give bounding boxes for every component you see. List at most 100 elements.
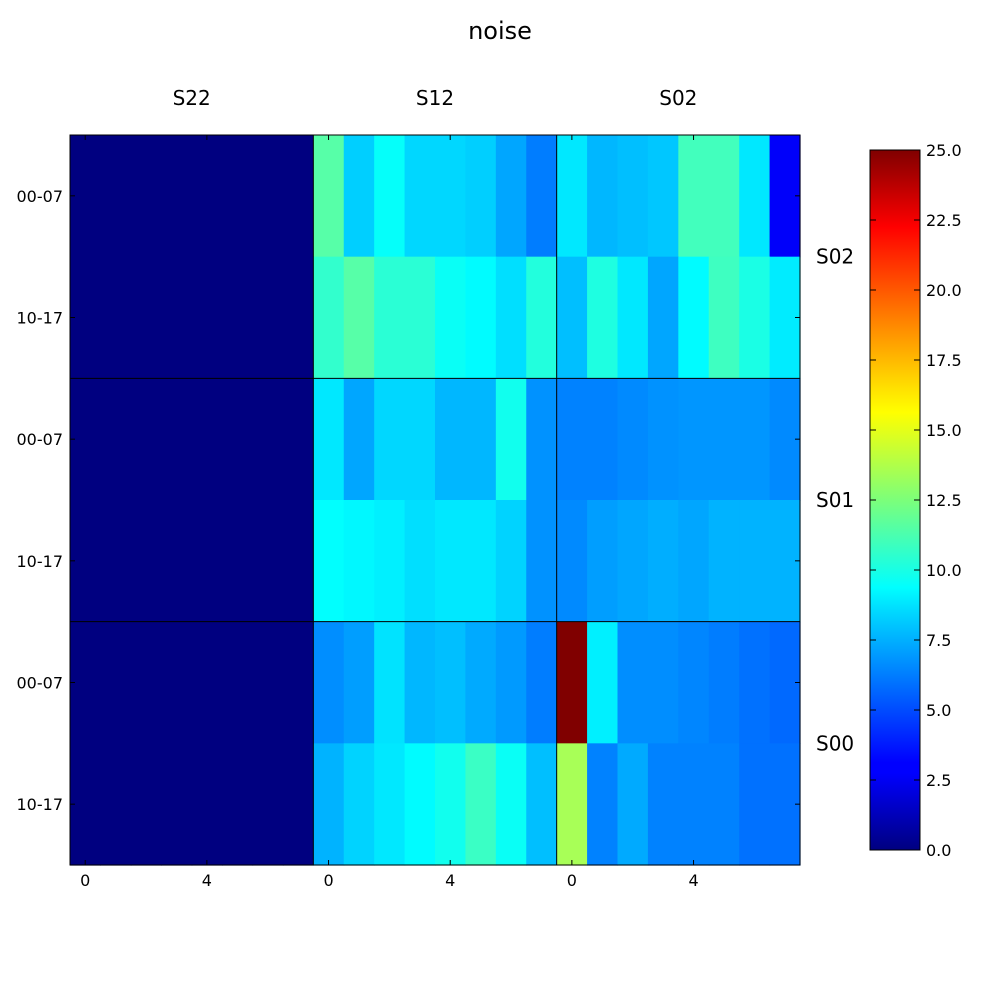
heatmap-cell — [587, 621, 619, 744]
heatmap-cell — [739, 378, 771, 501]
heatmap-cell — [435, 135, 467, 258]
heatmap-cell — [495, 500, 527, 623]
heatmap-cell — [556, 621, 588, 744]
heatmap-cell — [70, 135, 102, 258]
x-tick-label: 0 — [567, 871, 577, 890]
heatmap-cell — [495, 743, 527, 866]
heatmap-cell — [222, 500, 254, 623]
heatmap-cell — [739, 621, 771, 744]
heatmap-cell — [100, 378, 132, 501]
heatmap-cell — [343, 378, 375, 501]
heatmap-cell — [556, 743, 588, 866]
row-group-labels: S02 S01 S00 — [816, 245, 854, 756]
heatmap-cell — [647, 500, 679, 623]
heatmap-cell — [100, 256, 132, 379]
heatmap-cell — [130, 135, 162, 258]
colorbar-tick-label: 10.0 — [926, 561, 962, 580]
colorbar-tick-label: 25.0 — [926, 141, 962, 160]
heatmap-cell — [404, 621, 436, 744]
x-tick-label: 4 — [445, 871, 455, 890]
x-axis-ticks: 0 4 0 4 0 4 — [80, 135, 699, 890]
heatmap-cell — [647, 135, 679, 258]
heatmap-cell — [526, 621, 558, 744]
row-group-label: S00 — [816, 731, 854, 755]
group-divider-lines — [70, 135, 800, 865]
heatmap-cell — [587, 743, 619, 866]
heatmap-cell — [708, 500, 740, 623]
heatmap-cell — [617, 500, 649, 623]
column-group-label: S02 — [659, 86, 697, 110]
heatmap-cell — [161, 135, 193, 258]
heatmap-cell — [191, 500, 223, 623]
heatmap-cell — [587, 378, 619, 501]
heatmap-cell — [313, 135, 345, 258]
column-group-label: S22 — [173, 86, 211, 110]
heatmap-cell — [465, 378, 497, 501]
heatmap-cell — [678, 621, 710, 744]
colorbar-gradient — [869, 149, 921, 851]
heatmap-cell — [678, 500, 710, 623]
heatmap-cell — [252, 500, 284, 623]
heatmap-cell — [435, 378, 467, 501]
heatmap-cell — [252, 256, 284, 379]
heatmap-cell — [435, 621, 467, 744]
heatmap-cell — [404, 743, 436, 866]
heatmap-cell — [130, 256, 162, 379]
y-tick-label: 10-17 — [17, 309, 64, 328]
heatmap-cell — [708, 378, 740, 501]
heatmap-cell — [313, 621, 345, 744]
heatmap-cell — [647, 743, 679, 866]
heatmap-cell — [343, 256, 375, 379]
heatmap-cell — [556, 256, 588, 379]
x-tick-label: 4 — [688, 871, 698, 890]
heatmap-cell — [526, 378, 558, 501]
heatmap-cell — [282, 743, 314, 866]
y-tick-label: 00-07 — [17, 674, 64, 693]
heatmap-cell — [100, 500, 132, 623]
heatmap-cell — [374, 621, 406, 744]
heatmap-cell — [191, 743, 223, 866]
x-tick-label: 4 — [202, 871, 212, 890]
colorbar-tick-label: 0.0 — [926, 841, 951, 860]
heatmap-cell — [70, 743, 102, 866]
heatmap-cell — [465, 621, 497, 744]
heatmap-cell — [465, 743, 497, 866]
heatmap-cell — [252, 378, 284, 501]
colorbar-ticks: 0.0 2.5 5.0 7.5 10.0 12.5 15.0 17.5 20.0 22.5 25.0 — [870, 141, 962, 860]
heatmap-cell — [313, 500, 345, 623]
heatmap-cell — [526, 135, 558, 258]
heatmap-cell — [617, 378, 649, 501]
chart-title: noise — [468, 17, 532, 45]
y-tick-label: 10-17 — [17, 552, 64, 571]
heatmap-cell — [70, 500, 102, 623]
heatmap-cell — [587, 135, 619, 258]
heatmap-cell — [404, 256, 436, 379]
heatmap-cell — [617, 256, 649, 379]
heatmap-cell — [526, 500, 558, 623]
heatmap-cell — [161, 378, 193, 501]
heatmap-cell — [313, 378, 345, 501]
heatmap-cell — [587, 256, 619, 379]
heatmap-cell — [617, 135, 649, 258]
heatmap-cell — [465, 135, 497, 258]
heatmap-cell — [678, 743, 710, 866]
heatmap-cell — [222, 135, 254, 258]
heatmap-cell — [374, 256, 406, 379]
x-tick-label: 0 — [80, 871, 90, 890]
heatmap-cell — [435, 500, 467, 623]
heatmap-cell — [374, 743, 406, 866]
heatmap-cell — [708, 743, 740, 866]
heatmap-cell — [252, 743, 284, 866]
heatmap-cell — [526, 256, 558, 379]
row-group-label: S01 — [816, 488, 854, 512]
heatmap-cell — [678, 256, 710, 379]
heatmap-cell — [495, 621, 527, 744]
heatmap-cell — [374, 378, 406, 501]
y-axis-ticks: 00-07 10-17 00-07 10-17 00-07 10-17 — [17, 187, 800, 814]
heatmap-cell — [739, 135, 771, 258]
heatmap-cell — [739, 500, 771, 623]
column-group-labels: S22 S12 S02 — [173, 86, 698, 110]
colorbar-tick-label: 12.5 — [926, 491, 962, 510]
heatmap-cell — [647, 378, 679, 501]
